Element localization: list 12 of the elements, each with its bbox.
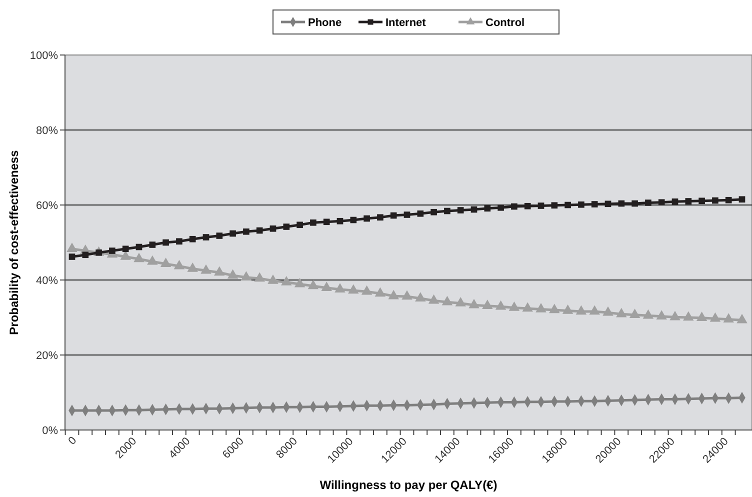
y-tick-label: 80%	[36, 124, 58, 137]
x-tick-label: 0	[66, 434, 80, 448]
legend-label: Phone	[308, 16, 342, 29]
y-tick-label: 0%	[42, 424, 58, 437]
y-tick-label: 100%	[30, 50, 58, 62]
legend-label: Control	[486, 16, 525, 29]
y-tick-label: 40%	[36, 274, 58, 287]
y-tick-label: 60%	[36, 200, 58, 212]
x-axis-title: Willingness to pay per QALY(€)	[320, 478, 498, 492]
y-axis-title: Probability of cost-effectiveness	[7, 150, 21, 335]
legend-label: Internet	[386, 16, 426, 29]
y-tick-label: 20%	[36, 350, 58, 362]
